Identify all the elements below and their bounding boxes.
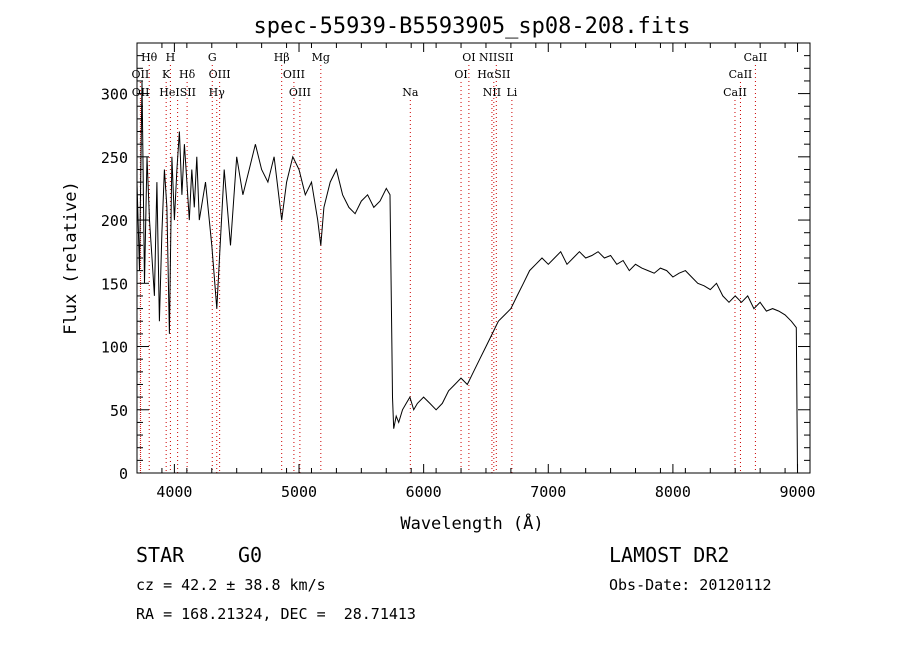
marker-label-18: Hγ	[209, 86, 226, 99]
redshift-value: cz = 42.2 ± 38.8 km/s	[136, 576, 326, 594]
marker-label-9: K	[162, 68, 171, 81]
x-tick-label-5: 9000	[779, 483, 815, 501]
object-subclass: G0	[238, 543, 263, 567]
marker-label-23: CaII	[723, 86, 747, 99]
marker-label-13: OI	[454, 68, 467, 81]
marker-label-11: OIII	[209, 68, 231, 81]
marker-label-4: Mg	[312, 51, 330, 64]
marker-label-17: HeISII	[159, 86, 196, 99]
y-tick-label-1: 50	[110, 402, 128, 420]
marker-label-2: G	[208, 51, 217, 64]
y-tick-label-6: 300	[101, 86, 128, 104]
marker-label-15: CaII	[729, 68, 753, 81]
spectrum-line	[136, 80, 798, 474]
y-tick-label-5: 250	[101, 149, 128, 167]
marker-label-21: NII	[483, 86, 501, 99]
y-tick-label-0: 0	[119, 465, 128, 483]
marker-label-1: H	[166, 51, 176, 64]
x-tick-label-2: 6000	[406, 483, 442, 501]
chart-title: spec-55939-B5593905_sp08-208.fits	[253, 14, 690, 39]
y-tick-label-4: 200	[101, 212, 128, 230]
y-tick-label-2: 100	[101, 339, 128, 357]
x-tick-label-3: 7000	[530, 483, 566, 501]
marker-label-22: Li	[506, 86, 517, 99]
marker-label-6: NIISII	[479, 51, 514, 64]
marker-label-16: OII	[132, 86, 150, 99]
coordinates: RA = 168.21324, DEC = 28.71413	[136, 605, 416, 623]
survey-name: LAMOST DR2	[609, 543, 730, 567]
marker-label-8: OII	[132, 68, 150, 81]
marker-label-14: HαSII	[477, 68, 510, 81]
y-axis-label: Flux (relative)	[61, 181, 81, 335]
marker-label-7: CaII	[744, 51, 768, 64]
marker-label-5: OI	[462, 51, 475, 64]
axes: 4000 5000 6000 7000 8000 9000 0 50 100 150 200 250 3…	[101, 42, 816, 501]
plot-frame	[136, 42, 811, 474]
x-tick-label-1: 5000	[281, 483, 317, 501]
x-axis-label: Wavelength (Å)	[400, 512, 543, 534]
x-tick-label-4: 8000	[655, 483, 691, 501]
x-tick-label-0: 4000	[156, 483, 192, 501]
object-class: STAR	[136, 543, 185, 567]
marker-label-0: Hθ	[141, 51, 158, 64]
marker-label-10: Hδ	[179, 68, 196, 81]
marker-label-12: OIII	[283, 68, 305, 81]
marker-label-3: Hβ	[274, 51, 290, 64]
marker-label-20: Na	[402, 86, 419, 99]
marker-label-19: OIII	[289, 86, 311, 99]
y-tick-label-3: 150	[101, 275, 128, 293]
obs-date: Obs-Date: 20120112	[609, 576, 772, 594]
